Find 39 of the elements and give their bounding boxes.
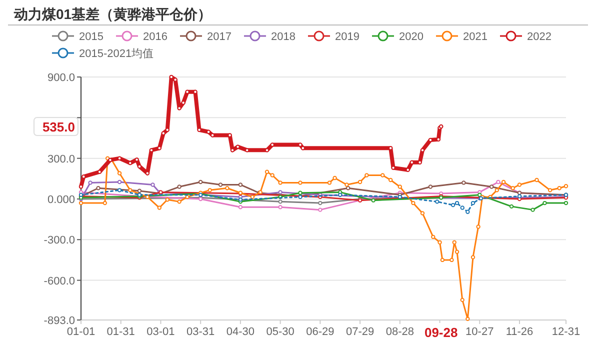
x-tick-label: 03-31 — [186, 326, 215, 338]
legend-label: 2019 — [335, 31, 360, 43]
y-tick-label: -600.0 — [44, 275, 75, 288]
legend-item: 2022 — [500, 30, 552, 43]
legend-label: 2020 — [399, 31, 424, 43]
legend-item: 2020 — [372, 30, 424, 43]
x-tick-label: 01-01 — [66, 326, 96, 338]
legend-item: 2019 — [308, 30, 360, 43]
x-tick-label: 11-26 — [506, 326, 534, 338]
x-tick-label: 03-01 — [146, 326, 175, 338]
x-tick-label: 05-30 — [266, 326, 294, 338]
x-tick-label: 06-29 — [306, 326, 334, 338]
y-tick-label: 900.0 — [47, 72, 75, 84]
legend-item: 2015-2021均值 — [52, 48, 154, 60]
text: 09-28 — [424, 325, 458, 340]
legend-label: 2022 — [527, 31, 552, 43]
legend-item: 2016 — [116, 30, 168, 43]
y-tick-label: 300.0 — [47, 153, 75, 166]
x-tick-label: 07-29 — [346, 326, 374, 338]
legend-item: 2017 — [180, 30, 232, 43]
text: 535.0 — [42, 119, 75, 134]
legend-label: 2017 — [207, 31, 232, 43]
legend-label: 2015-2021均值 — [79, 48, 154, 60]
x-tick-label: 12-31 — [552, 326, 580, 338]
x-tick-label: 10-27 — [466, 326, 494, 338]
legend-item: 2018 — [244, 30, 296, 43]
y-tick-label: 0.000 — [47, 194, 75, 206]
legend-label: 2021 — [463, 31, 488, 43]
chart-title: 动力煤01基差（黄骅港平仓价） — [13, 6, 212, 22]
legend-item: 2021 — [436, 30, 488, 43]
legend-label: 2018 — [271, 31, 296, 43]
legend-label: 2015 — [79, 31, 104, 43]
x-tick-label: 04-30 — [226, 326, 255, 338]
x-tick-label: 08-28 — [386, 326, 414, 338]
y-tick-label: -300.0 — [44, 234, 75, 247]
y-tick-label: -893.0 — [44, 315, 75, 327]
legend-label: 2016 — [143, 31, 168, 43]
x-tick-label: 01-31 — [106, 326, 135, 338]
legend-item: 2015 — [52, 30, 104, 43]
